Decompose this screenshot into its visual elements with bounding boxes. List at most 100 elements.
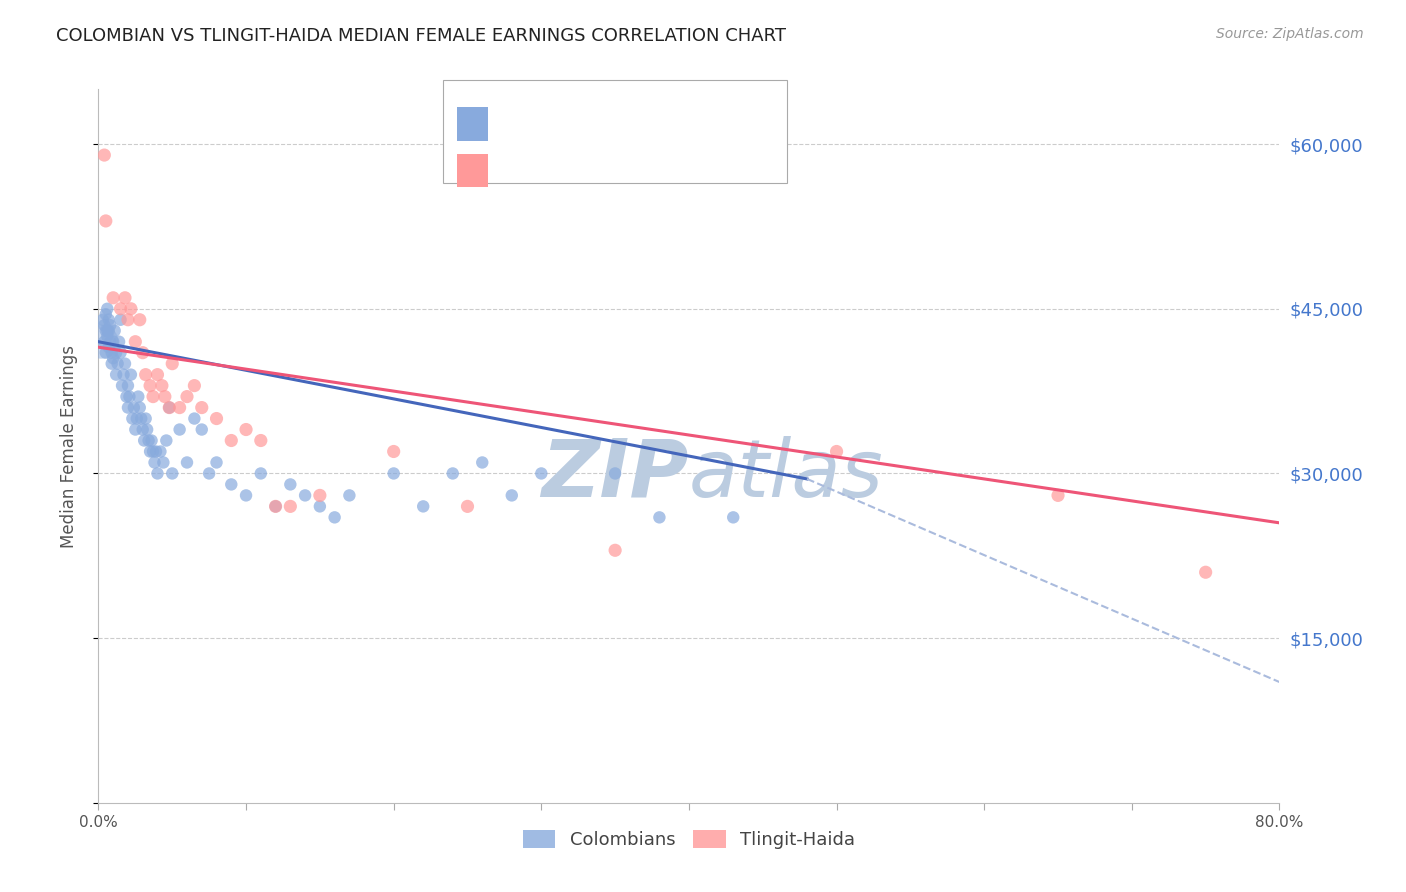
Point [176,390,198,404]
Point [530,467,553,481]
Point [471,455,494,469]
Point [110,345,132,359]
Point [235,488,257,502]
Text: atlas: atlas [689,435,884,514]
Point [412,500,434,514]
Point [100,357,122,371]
Point [157,401,180,415]
Point [138,434,160,448]
Point [205,411,228,425]
Point [162,357,183,371]
Y-axis label: Median Female Earnings: Median Female Earnings [59,344,77,548]
Point [323,510,346,524]
Point [94,214,117,228]
Point [97,312,120,326]
Point [100,345,122,359]
Point [382,444,405,458]
Point [134,434,156,448]
Point [98,334,121,349]
Point [105,368,128,382]
Text: ZIP: ZIP [541,435,689,514]
Point [457,500,479,514]
Point [117,312,139,326]
Point [264,500,287,514]
Point [191,401,214,415]
Point [309,488,332,502]
Point [135,368,157,382]
Point [132,345,155,359]
Point [120,301,142,316]
Point [825,444,848,458]
Point [250,467,273,481]
Point [112,368,135,382]
Point [110,312,132,326]
Point [235,423,257,437]
Text: 35: 35 [657,161,682,179]
Point [118,390,141,404]
Point [132,423,155,437]
Point [1046,488,1070,502]
Point [121,411,143,425]
Point [280,477,302,491]
Point [146,467,169,481]
Point [221,477,243,491]
Point [127,390,149,404]
Point [280,500,302,514]
Point [250,434,273,448]
Point [143,455,166,469]
Point [110,301,132,316]
Point [117,378,139,392]
Point [441,467,464,481]
Point [294,488,316,502]
Point [125,411,148,425]
Text: COLOMBIAN VS TLINGIT-HAIDA MEDIAN FEMALE EARNINGS CORRELATION CHART: COLOMBIAN VS TLINGIT-HAIDA MEDIAN FEMALE… [56,27,786,45]
Point [145,444,167,458]
Point [264,500,287,514]
Point [150,378,173,392]
Text: -0.488: -0.488 [531,161,596,179]
Point [90,334,112,349]
Point [169,401,191,415]
Point [107,357,129,371]
Point [149,444,172,458]
Point [96,324,118,338]
Point [94,345,117,359]
Point [114,357,136,371]
Text: N =: N = [609,115,661,134]
Point [93,334,115,349]
Point [382,467,405,481]
Point [93,148,115,162]
Point [117,401,139,415]
Point [198,467,221,481]
Point [122,401,145,415]
Legend: Colombians, Tlingit-Haida: Colombians, Tlingit-Haida [513,821,865,858]
Point [104,324,127,338]
Point [142,390,165,404]
Point [111,378,134,392]
Point [129,411,152,425]
Text: N =: N = [609,161,661,179]
Point [136,423,159,437]
Point [98,318,121,333]
Point [97,324,120,338]
Text: Source: ZipAtlas.com: Source: ZipAtlas.com [1216,27,1364,41]
Point [142,444,165,458]
Point [183,411,205,425]
Point [183,378,205,392]
Point [605,543,627,558]
Point [124,423,146,437]
Point [97,340,120,354]
Point [103,334,125,349]
Point [94,324,117,338]
Point [139,378,162,392]
Point [339,488,361,502]
Point [153,390,176,404]
Text: 80: 80 [657,115,682,134]
Point [114,291,136,305]
Point [141,434,163,448]
Point [135,411,157,425]
Text: R =: R = [499,115,538,134]
Point [115,390,138,404]
Text: R =: R = [499,161,538,179]
Point [723,510,745,524]
